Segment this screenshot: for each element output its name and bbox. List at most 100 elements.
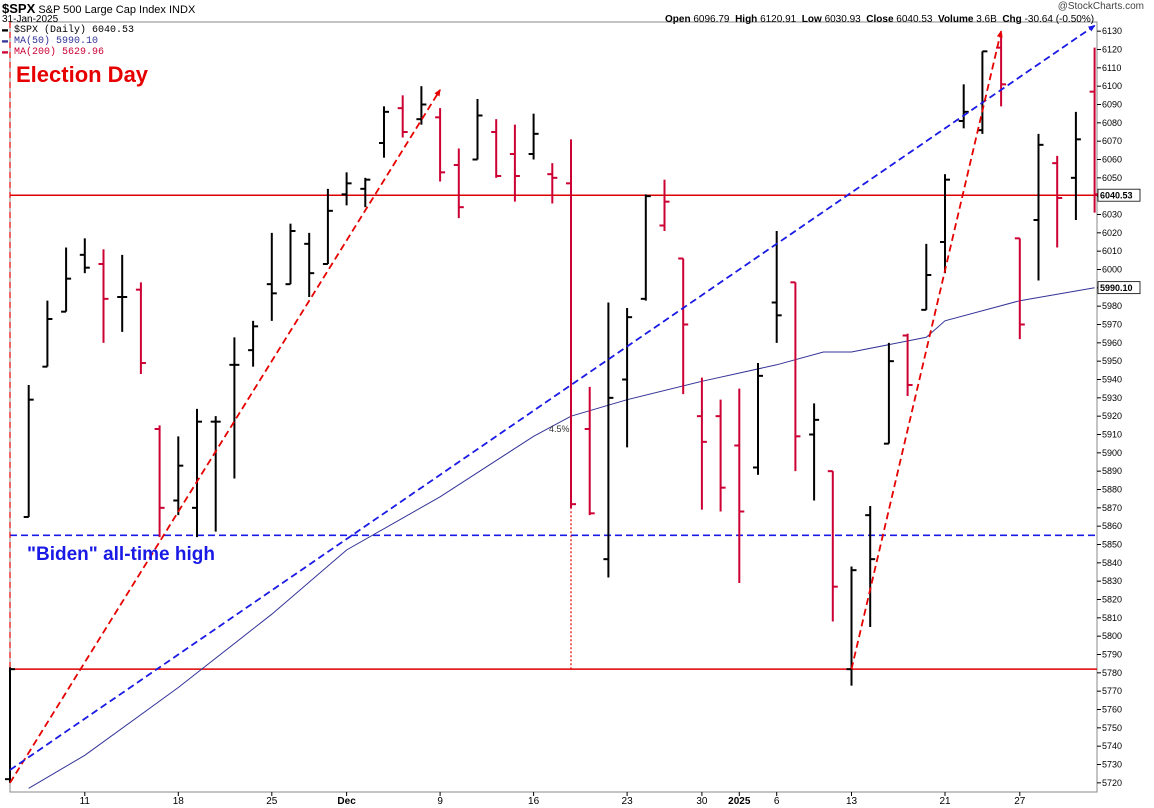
- ohlc-bar: [79, 238, 90, 274]
- y-tick-label: 6090: [1102, 100, 1122, 110]
- ohlc-bar: [1089, 47, 1100, 213]
- ohlc-bar: [341, 172, 352, 206]
- close-price-tag-box: [1097, 188, 1141, 202]
- ohlc-summary: Open 6096.79 High 6120.91 Low 6030.93 Cl…: [665, 14, 1094, 25]
- chg-value: -30.64 (-0.50%): [1024, 14, 1095, 25]
- x-tick-label: 9: [437, 796, 443, 807]
- ohlc-bar: [1033, 133, 1044, 281]
- y-tick-label: 5860: [1102, 521, 1122, 531]
- trend-line: [850, 30, 1003, 670]
- y-tick-label: 5780: [1102, 668, 1122, 678]
- y-tick-label: 5770: [1102, 686, 1122, 696]
- high-value: 6120.91: [760, 14, 797, 25]
- ohlc-bar: [304, 232, 315, 297]
- ohlc-bar: [210, 416, 221, 532]
- y-tick-label: 6120: [1102, 45, 1122, 55]
- y-tick-label: 5910: [1102, 430, 1122, 440]
- ma50-price-tag-label: 5990.10: [1100, 283, 1133, 293]
- y-tick-label: 6110: [1102, 63, 1121, 73]
- ohlc-bar: [379, 106, 389, 158]
- y-tick-label: 5970: [1102, 320, 1122, 330]
- ohlc-bar: [584, 386, 595, 516]
- y-tick-label: 6010: [1102, 246, 1122, 256]
- ticker-symbol: $SPX: [2, 1, 36, 16]
- y-tick-label: 5980: [1102, 301, 1122, 311]
- y-tick-label: 6080: [1102, 118, 1122, 128]
- ma50-price-tag-box: [1097, 281, 1141, 295]
- ohlc-bar: [640, 194, 651, 301]
- y-tick-label: 6100: [1102, 81, 1122, 91]
- low-label: Low: [801, 14, 822, 25]
- ohlc-bar: [453, 148, 464, 219]
- ohlc-bar: [1014, 237, 1025, 340]
- y-tick-label: 5720: [1102, 778, 1122, 788]
- ohlc-bar: [883, 342, 894, 445]
- ohlc-bar: [435, 108, 446, 182]
- ohlc-bar: [753, 363, 763, 475]
- ohlc-bar: [696, 377, 707, 510]
- legend-ma50-label: MA(50) 5990.10: [14, 36, 99, 47]
- y-tick-label: 5810: [1102, 613, 1122, 623]
- ohlc-bar: [678, 257, 689, 395]
- x-tick-label: 25: [266, 796, 278, 807]
- ohlc-bar: [659, 179, 670, 231]
- y-tick-label: 5820: [1102, 595, 1122, 605]
- ohlc-bar: [734, 388, 745, 583]
- ohlc-bar: [528, 113, 539, 160]
- open-value: 6096.79: [693, 14, 730, 25]
- annotation-election-day: Election Day: [16, 62, 149, 87]
- ohlc-bar: [360, 177, 371, 208]
- trend-line: [9, 88, 441, 784]
- y-tick-label: 5740: [1102, 741, 1122, 751]
- chg-label: Chg: [1002, 14, 1022, 25]
- ohlc-bar: [715, 399, 726, 512]
- x-tick-label: 11: [80, 796, 91, 807]
- ohlc-bar: [977, 50, 988, 134]
- open-label: Open: [665, 14, 691, 25]
- chart-date: 31-Jan-2025: [2, 14, 59, 25]
- chart-title: $SPX S&P 500 Large Cap Index INDX: [2, 1, 195, 16]
- legend-ma50: ▬ MA(50) 5990.10: [2, 36, 99, 47]
- ohlc-bar: [117, 254, 128, 332]
- ohlc-bar: [509, 124, 520, 202]
- exchange-label: INDX: [169, 4, 196, 16]
- ohlc-bar: [266, 232, 277, 321]
- volume-label: Volume: [938, 14, 974, 25]
- legend-price: ▬ $SPX (Daily) 6040.53: [2, 25, 135, 36]
- ohlc-bar: [23, 385, 34, 518]
- y-tick-label: 5930: [1102, 393, 1122, 403]
- plot-frame: [9, 21, 1098, 793]
- x-tick-label: Dec: [337, 796, 356, 807]
- ohlc-bar: [154, 425, 165, 538]
- y-tick-label: 6030: [1102, 210, 1122, 220]
- ma50-line: [28, 287, 1095, 789]
- x-tick-label: 13: [846, 796, 858, 807]
- ohlc-bar: [771, 231, 782, 343]
- x-tick-label: 23: [622, 796, 634, 807]
- close-price-tag-label: 6040.53: [1100, 191, 1133, 201]
- ohlc-bar: [790, 281, 801, 472]
- volume-value: 3.6B: [976, 14, 997, 25]
- y-tick-label: 5850: [1102, 540, 1122, 550]
- y-tick-label: 5800: [1102, 631, 1122, 641]
- ohlc-bar: [865, 506, 876, 627]
- legend-ma200: ▬ MA(200) 5629.96: [2, 47, 105, 58]
- y-tick-label: 5890: [1102, 466, 1122, 476]
- ohlc-bar: [285, 223, 296, 286]
- trend-line: [9, 24, 1096, 771]
- ohlc-bar: [827, 470, 838, 622]
- y-tick-label: 6060: [1102, 155, 1122, 165]
- y-tick-label: 5940: [1102, 375, 1122, 385]
- y-tick-label: 6070: [1102, 136, 1122, 146]
- ohlc-bar: [472, 99, 483, 161]
- x-tick-label: 2025: [728, 796, 751, 807]
- ohlc-bar: [416, 86, 427, 125]
- y-tick-label: 5750: [1102, 723, 1122, 733]
- x-tick-label: 18: [173, 796, 185, 807]
- x-tick-label: 27: [1014, 796, 1026, 807]
- y-tick-label: 5790: [1102, 650, 1122, 660]
- ohlc-bar: [491, 119, 502, 178]
- legend-price-label: $SPX (Daily) 6040.53: [14, 25, 135, 36]
- y-tick-label: 5870: [1102, 503, 1122, 513]
